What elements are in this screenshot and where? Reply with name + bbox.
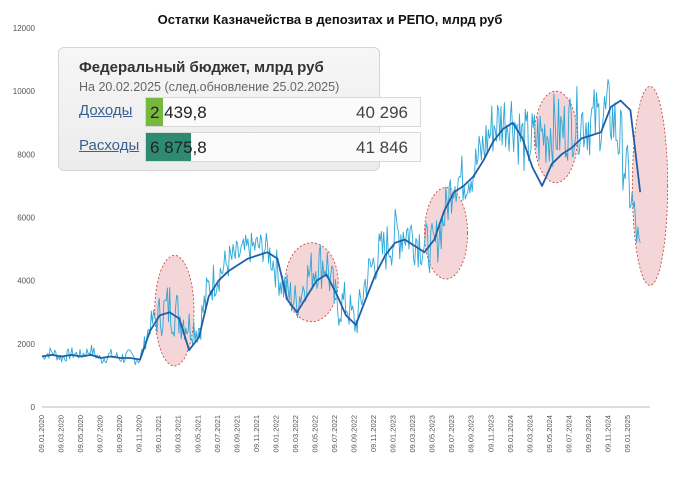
expense-box: 6 875,8 41 846	[145, 132, 421, 162]
x-tick-label: 09.05.2022	[310, 415, 319, 453]
highlight-regions	[154, 86, 669, 367]
y-tick-label: 12000	[13, 24, 36, 33]
x-tick-label: 09.09.2023	[467, 415, 476, 453]
x-tick-label: 09.07.2021	[213, 415, 222, 453]
x-tick-label: 09.01.2024	[506, 415, 515, 453]
expense-link[interactable]: Расходы	[79, 137, 140, 154]
x-tick-label: 09.03.2020	[57, 415, 66, 453]
expense-total: 41 846	[356, 138, 408, 157]
x-tick-label: 09.05.2021	[193, 415, 202, 453]
y-tick-label: 2000	[17, 340, 35, 349]
x-tick-label: 09.07.2023	[447, 415, 456, 453]
x-tick-label: 09.09.2024	[584, 415, 593, 453]
y-tick-label: 0	[31, 403, 36, 412]
income-bar	[146, 98, 163, 126]
x-tick-label: 09.11.2022	[369, 415, 378, 452]
x-tick-label: 09.09.2021	[232, 415, 241, 453]
expense-bar	[146, 133, 192, 161]
income-total: 40 296	[356, 103, 408, 122]
x-tick-label: 09.05.2024	[545, 415, 554, 453]
x-tick-label: 09.03.2023	[408, 415, 417, 453]
x-tick-label: 09.03.2022	[291, 415, 300, 453]
x-tick-label: 09.01.2023	[389, 415, 398, 453]
income-value: 2 439,8	[150, 103, 207, 122]
y-tick-label: 8000	[17, 150, 35, 159]
series-group	[41, 79, 642, 366]
series-line-daily	[41, 79, 641, 366]
budget-subtitle: На 20.02.2025 (след.обновление 25.02.202…	[79, 80, 340, 94]
expense-value: 6 875,8	[150, 138, 207, 157]
y-tick-label: 10000	[13, 87, 36, 96]
x-tick-label: 09.01.2025	[623, 415, 632, 453]
x-tick-label: 09.11.2024	[603, 415, 612, 452]
x-tick-label: 09.03.2021	[174, 415, 183, 453]
x-tick-label: 09.01.2021	[154, 415, 163, 453]
x-tick-label: 09.07.2024	[564, 415, 573, 453]
y-tick-label: 4000	[17, 277, 35, 286]
x-tick-label: 09.09.2022	[350, 415, 359, 453]
income-box: 2 439,8 40 296	[145, 97, 421, 127]
x-tick-label: 09.11.2021	[252, 415, 261, 452]
series-line-average	[41, 99, 642, 361]
x-tick-label: 09.09.2020	[115, 415, 124, 453]
x-tick-label: 09.03.2024	[525, 415, 534, 453]
x-tick-label: 09.11.2020	[135, 415, 144, 452]
highlight-region-2	[424, 187, 469, 280]
x-tick-label: 09.11.2023	[486, 415, 495, 452]
chart-title: Остатки Казначейства в депозитах и РЕПО,…	[158, 12, 503, 27]
x-tick-label: 09.07.2020	[96, 415, 105, 453]
income-link[interactable]: Доходы	[79, 102, 133, 119]
highlight-region-4	[631, 86, 669, 286]
x-tick-label: 09.01.2022	[271, 415, 280, 453]
x-tick-label: 09.01.2020	[37, 415, 46, 453]
y-tick-label: 6000	[17, 214, 35, 223]
axes: 0 2000 4000 6000 8000 10000 12000 09.01.2020 09.…	[13, 24, 650, 453]
budget-title: Федеральный бюджет, млрд руб	[79, 59, 324, 76]
budget-panel: Федеральный бюджет, млрд руб На 20.02.20…	[58, 47, 421, 171]
x-tick-label: 09.05.2023	[428, 415, 437, 453]
x-tick-label: 09.07.2022	[330, 415, 339, 453]
x-tick-label: 09.05.2020	[76, 415, 85, 453]
